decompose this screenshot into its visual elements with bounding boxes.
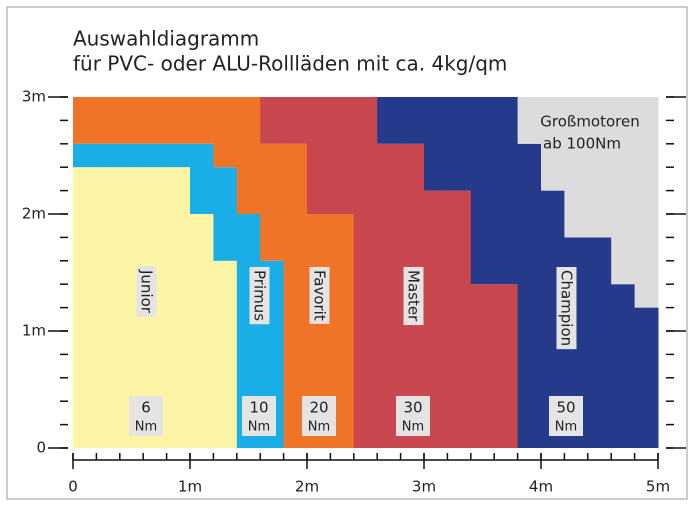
- label-background: [403, 267, 424, 326]
- region-cell: [517, 97, 542, 144]
- torque-background: [396, 396, 430, 436]
- torque-unit: Nm: [135, 420, 157, 435]
- torque-unit: Nm: [248, 420, 270, 435]
- region-cell: [587, 97, 612, 238]
- region-cell: [119, 167, 144, 448]
- y-tick-label: 2m: [22, 205, 46, 223]
- series-label: Favorit: [311, 270, 329, 321]
- region-cell: [213, 97, 238, 168]
- region-cell: [377, 97, 402, 144]
- series-label-group: Primus: [249, 267, 270, 325]
- torque-value: 10: [249, 399, 268, 417]
- series-label-group: Favorit: [309, 267, 330, 324]
- region-cell: [283, 97, 308, 144]
- region-cell: [611, 97, 636, 285]
- x-tick-label: 5m: [646, 478, 670, 496]
- series-label: Primus: [251, 270, 269, 321]
- label-background: [556, 267, 577, 350]
- region-cell: [73, 97, 97, 144]
- series-label: Champion: [558, 270, 576, 346]
- torque-background: [242, 396, 276, 436]
- label-background: [309, 267, 330, 324]
- series-label-group: Champion: [556, 267, 577, 350]
- region-cell: [587, 237, 612, 448]
- region-cell: [424, 97, 448, 191]
- region-cell: [166, 97, 191, 144]
- region-cell: [541, 190, 565, 448]
- region-cell: [564, 97, 589, 238]
- series-note: ab 100Nm: [543, 135, 621, 153]
- region-cell: [400, 97, 425, 144]
- region-cell: [96, 143, 121, 168]
- region-cell: [73, 143, 97, 168]
- x-tick-label: 0: [68, 478, 78, 496]
- torque-value: 20: [309, 399, 328, 417]
- region-cell: [213, 260, 238, 448]
- region-cell: [166, 143, 191, 168]
- y-tick-label: 0: [36, 439, 46, 457]
- torque-unit: Nm: [555, 420, 577, 435]
- region-cell: [494, 97, 519, 285]
- label-background: [136, 266, 157, 317]
- region-cell: [190, 214, 214, 448]
- region-cell: [611, 284, 636, 448]
- y-tick-label: 1m: [22, 322, 46, 340]
- region-cell: [96, 167, 121, 448]
- torque-value: 30: [403, 399, 422, 417]
- region-cell: [447, 190, 472, 448]
- series-label-group: Master: [403, 267, 424, 326]
- region-cell: [330, 214, 355, 448]
- region-cell: [494, 284, 519, 448]
- region-cell: [470, 97, 495, 285]
- series-label: Junior: [138, 269, 156, 314]
- series-label: Großmotoren: [540, 113, 640, 131]
- region-cell: [96, 97, 121, 144]
- torque-background: [549, 396, 583, 436]
- region-cell: [119, 143, 144, 168]
- region-cell: [236, 97, 261, 214]
- region-cell: [377, 143, 402, 449]
- torque-unit: Nm: [308, 420, 330, 435]
- region-cell: [119, 97, 144, 144]
- region-cell: [73, 167, 97, 448]
- region-cell: [447, 97, 472, 191]
- x-tick-label: 3m: [412, 478, 436, 496]
- region-cell: [283, 143, 308, 449]
- torque-background: [129, 396, 163, 436]
- series-label: Master: [405, 270, 423, 322]
- region-cell: [307, 97, 331, 214]
- torque-unit: Nm: [402, 420, 424, 435]
- torque-value: 6: [141, 399, 151, 417]
- region-cell: [190, 97, 214, 144]
- region-cell: [260, 143, 285, 261]
- region-cell: [166, 167, 191, 448]
- region-cell: [143, 143, 168, 168]
- x-tick-label: 1m: [178, 478, 202, 496]
- x-tick-label: 2m: [295, 478, 319, 496]
- torque-value: 50: [556, 399, 575, 417]
- y-tick-label: 3m: [22, 88, 46, 106]
- series-label-group: Junior: [136, 266, 157, 317]
- region-cell: [260, 97, 285, 144]
- region-cell: [634, 307, 659, 448]
- chart-subtitle: für PVC- oder ALU-Rollläden mit ca. 4kg/…: [73, 52, 507, 76]
- region-cell: [190, 143, 214, 214]
- label-background: [249, 267, 270, 325]
- x-tick-label: 4m: [529, 478, 553, 496]
- torque-background: [302, 396, 336, 436]
- region-cell: [330, 97, 355, 214]
- region-cell: [143, 97, 168, 144]
- region-cell: [470, 284, 495, 448]
- region-cell: [634, 97, 659, 308]
- region-cell: [424, 190, 448, 448]
- region-cell: [541, 97, 565, 191]
- chart-title: Auswahldiagramm: [73, 27, 259, 51]
- region-cell: [213, 167, 238, 261]
- region-cell: [517, 143, 542, 449]
- region-cell: [353, 97, 378, 448]
